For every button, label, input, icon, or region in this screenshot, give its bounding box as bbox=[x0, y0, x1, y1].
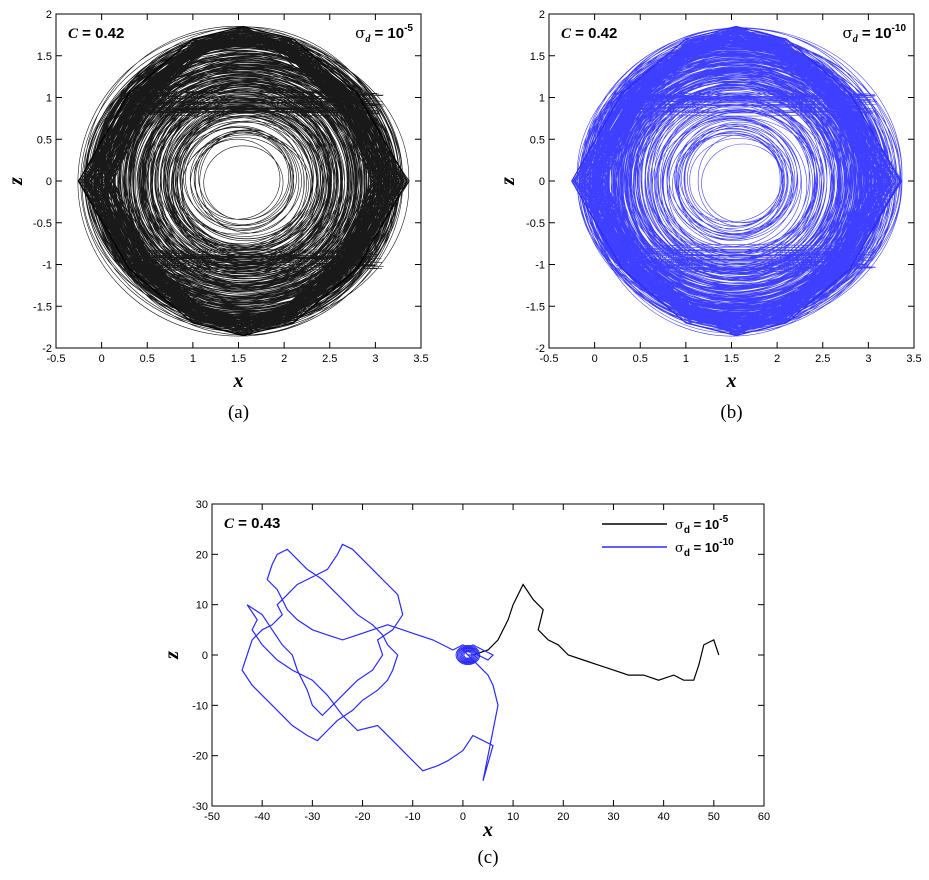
plot-area bbox=[241, 543, 720, 781]
x-tick-label: -40 bbox=[254, 811, 270, 823]
x-axis-title: x bbox=[482, 819, 493, 841]
y-tick-label: -2 bbox=[535, 343, 545, 355]
y-tick-label: 2 bbox=[539, 9, 545, 21]
x-tick-label: -0.5 bbox=[540, 353, 559, 365]
x-tick-label: 0 bbox=[460, 811, 466, 823]
y-tick-label: -1 bbox=[535, 260, 545, 272]
panel-caption: (a) bbox=[228, 402, 249, 423]
plot-area bbox=[571, 25, 903, 337]
x-tick-label: 1 bbox=[683, 353, 689, 365]
y-axis-title: z bbox=[161, 651, 183, 660]
x-tick-label: 0.5 bbox=[140, 353, 155, 365]
x-tick-label: -30 bbox=[304, 811, 320, 823]
x-tick-label: 0 bbox=[592, 353, 598, 365]
x-tick-label: 30 bbox=[607, 811, 619, 823]
y-tick-label: 0 bbox=[202, 650, 208, 662]
y-tick-label: -2 bbox=[42, 343, 52, 355]
x-tick-label: -50 bbox=[204, 811, 220, 823]
chart-panel-2: -0.5 0 0.5 1 1.5 2 2.5 3 3.5 -2 -1.5 -1 -0.5 0 0.5 1 1.5… bbox=[497, 9, 922, 423]
x-tick-label: 0.5 bbox=[633, 353, 648, 365]
series-line-orbits bbox=[572, 26, 903, 337]
x-tick-label: 50 bbox=[708, 811, 720, 823]
x-tick-label: 3.5 bbox=[906, 353, 921, 365]
x-tick-label: 10 bbox=[507, 811, 519, 823]
y-tick-label: 0.5 bbox=[530, 134, 545, 146]
x-axis-title: x bbox=[233, 370, 244, 392]
sigma-label: σd = 10-10 bbox=[675, 537, 734, 559]
y-tick-label: -20 bbox=[192, 751, 208, 763]
parameter-annotation: C = 0.43 bbox=[224, 515, 280, 532]
y-tick-label: 2 bbox=[46, 9, 52, 21]
parameter-annotation: C = 0.42 bbox=[68, 25, 124, 42]
legend: σd = 10-5σd = 10-10 bbox=[602, 514, 734, 559]
y-tick-label: -1.5 bbox=[526, 301, 545, 313]
x-tick-label: -10 bbox=[405, 811, 421, 823]
x-tick-label: 40 bbox=[658, 811, 670, 823]
y-tick-label: 1.5 bbox=[37, 51, 52, 63]
y-tick-label: -1.5 bbox=[33, 301, 52, 313]
series-line-orbits bbox=[77, 26, 410, 337]
y-tick-label: -1 bbox=[42, 260, 52, 272]
panel-caption: (b) bbox=[720, 402, 742, 423]
x-tick-label: 1.5 bbox=[724, 353, 739, 365]
series-line-1 bbox=[472, 583, 720, 681]
y-axis-title: z bbox=[5, 177, 27, 186]
series-origin-loops bbox=[455, 645, 481, 665]
x-tick-label: 1 bbox=[190, 353, 196, 365]
x-tick-label: 60 bbox=[758, 811, 770, 823]
x-tick-label: 1.5 bbox=[231, 353, 246, 365]
series-line-2 bbox=[241, 543, 499, 781]
y-tick-label: -30 bbox=[192, 801, 208, 813]
y-tick-label: -0.5 bbox=[33, 218, 52, 230]
y-tick-label: 1 bbox=[46, 93, 52, 105]
y-tick-label: 10 bbox=[196, 600, 208, 612]
y-tick-label: 0 bbox=[46, 176, 52, 188]
sigma-label: σd = 10-5 bbox=[355, 23, 413, 45]
x-tick-label: 3.5 bbox=[413, 353, 428, 365]
y-tick-label: 0.5 bbox=[37, 134, 52, 146]
y-tick-label: 30 bbox=[196, 499, 208, 511]
plot-area bbox=[77, 25, 410, 337]
x-tick-label: -20 bbox=[355, 811, 371, 823]
x-tick-label: 3 bbox=[865, 353, 871, 365]
parameter-annotation: C = 0.42 bbox=[561, 25, 617, 42]
x-tick-label: 2.5 bbox=[322, 353, 337, 365]
y-axis-title: z bbox=[497, 177, 519, 186]
x-tick-label: -0.5 bbox=[47, 353, 66, 365]
y-tick-label: -0.5 bbox=[526, 218, 545, 230]
x-tick-label: 2 bbox=[281, 353, 287, 365]
y-tick-label: 1 bbox=[539, 93, 545, 105]
x-tick-label: 2.5 bbox=[815, 353, 830, 365]
panel-caption: (c) bbox=[477, 847, 498, 868]
chart-panel-3: -50 -40 -30 -20 -10 0 10 20 30 40 50 60 -30 -20 -10 0 10… bbox=[161, 499, 770, 868]
x-tick-label: 20 bbox=[557, 811, 569, 823]
x-axis-title: x bbox=[726, 370, 737, 392]
x-tick-label: 0 bbox=[99, 353, 105, 365]
sigma-label: σd = 10-5 bbox=[675, 514, 729, 536]
chart-panel-1: -0.5 0 0.5 1 1.5 2 2.5 3 3.5 -2 -1.5 -1 -0.5 0 0.5 1 1.5… bbox=[5, 9, 429, 423]
sigma-label: σd = 10-10 bbox=[843, 23, 907, 45]
y-tick-label: 0 bbox=[539, 176, 545, 188]
x-tick-label: 3 bbox=[372, 353, 378, 365]
x-tick-label: 2 bbox=[774, 353, 780, 365]
y-tick-label: 20 bbox=[196, 549, 208, 561]
y-tick-label: -10 bbox=[192, 700, 208, 712]
y-tick-label: 1.5 bbox=[530, 51, 545, 63]
